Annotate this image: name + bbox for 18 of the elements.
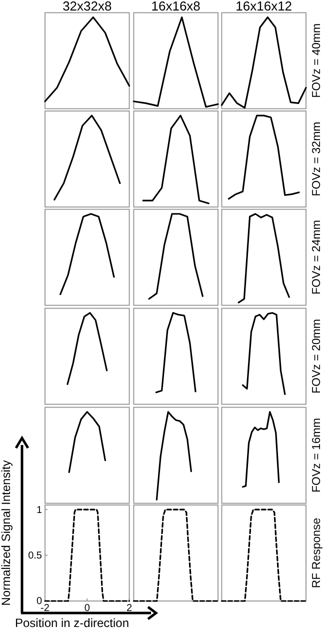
text: RF Response xyxy=(311,518,324,588)
y-tick-label: 0 xyxy=(36,596,42,608)
line-series xyxy=(44,508,130,602)
y-tick-label: 0.5 xyxy=(28,550,42,562)
x-tick-label: 2 xyxy=(126,603,133,614)
chart-title: 16x16x8 xyxy=(151,0,200,14)
x-tick-label: -2 xyxy=(40,603,50,614)
text: FOVz = 20mm xyxy=(311,319,324,394)
chart-title: 16x16x12 xyxy=(236,0,292,14)
text: FOVz = 40mm xyxy=(311,23,324,98)
y-tick-label: 1 xyxy=(36,504,42,516)
y-axis-title: Normalized Signal Intensity xyxy=(0,460,14,606)
x-axis-title: Position in z-direction xyxy=(14,616,130,630)
x-tick-label: 0 xyxy=(84,603,90,614)
text: FOVz = 32mm xyxy=(311,122,324,196)
text: FOVz = 24mm xyxy=(311,220,324,295)
chart-title: 32x32x8 xyxy=(62,0,112,14)
text: FOVz = 16mm xyxy=(311,418,324,493)
